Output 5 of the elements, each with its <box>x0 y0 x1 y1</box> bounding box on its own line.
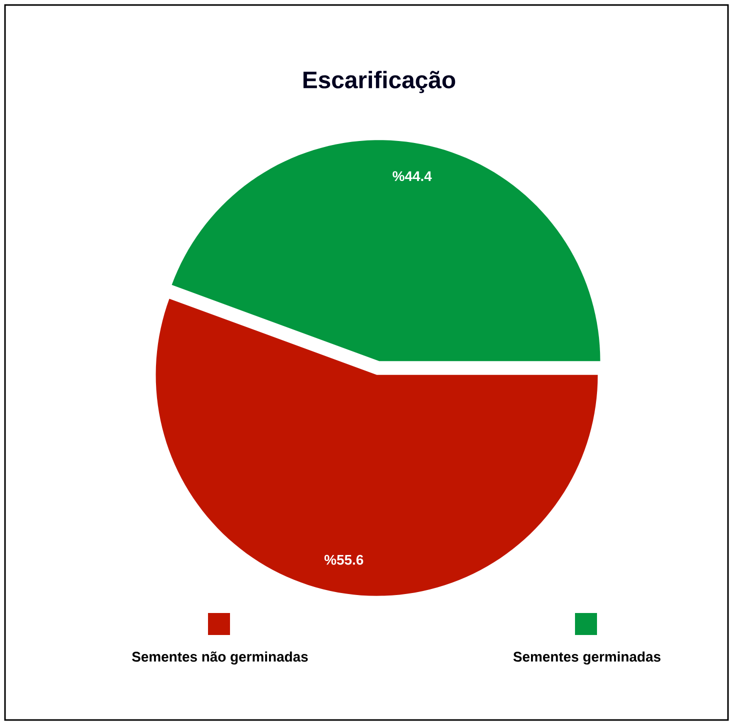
chart-title: Escarificação <box>304 70 456 94</box>
legend-label: Sementes não germinadas <box>132 651 308 665</box>
data-label: %55.6 <box>324 554 364 565</box>
legend-label: Sementes germinadas <box>513 651 660 665</box>
data-label: %44.4 <box>392 171 432 182</box>
